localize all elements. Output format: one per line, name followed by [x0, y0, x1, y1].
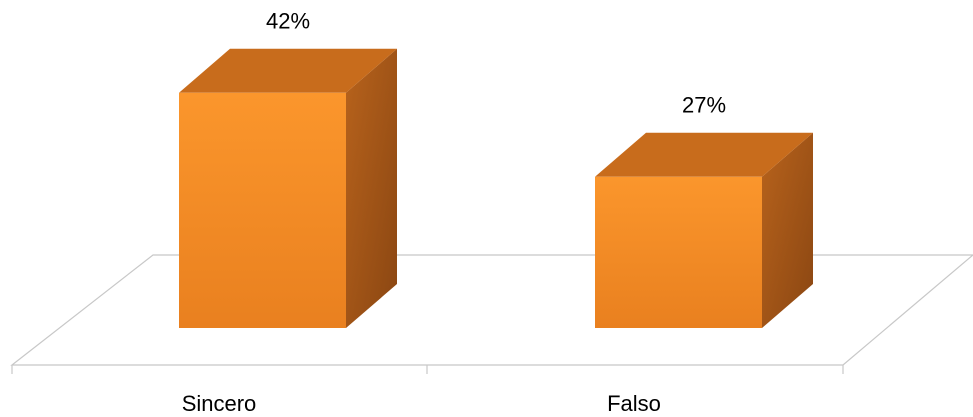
bar-top — [179, 48, 397, 93]
x-tick-label: Falso — [607, 391, 661, 416]
bar — [595, 176, 762, 328]
x-tick-label: Sincero — [182, 391, 257, 416]
data-label: 27% — [682, 93, 726, 118]
floor-plane — [10, 254, 973, 366]
bar-side — [346, 48, 397, 329]
bar — [179, 92, 346, 328]
data-label: 42% — [266, 9, 310, 34]
bar-top — [595, 132, 813, 177]
floor — [10, 254, 973, 374]
bar-side — [762, 132, 813, 328]
